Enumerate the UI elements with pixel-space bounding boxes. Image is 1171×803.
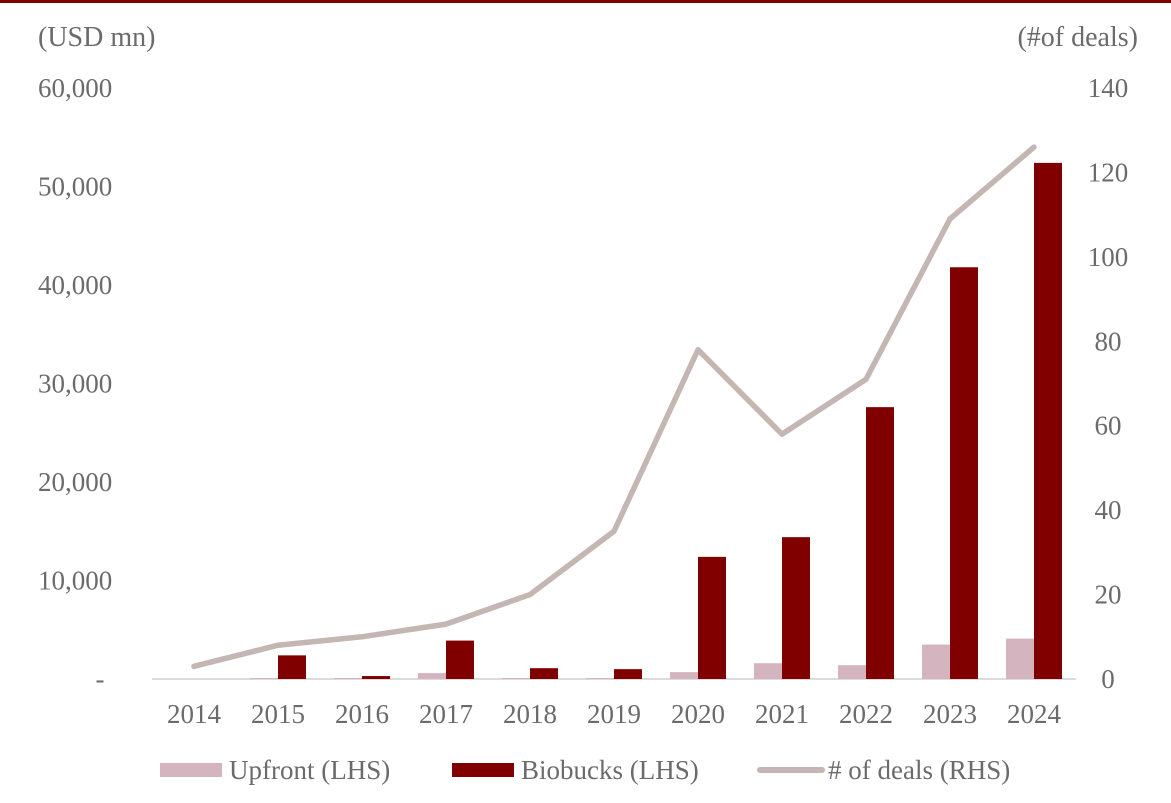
right-tick-label: 80 bbox=[1095, 326, 1122, 356]
upfront-bar bbox=[922, 644, 950, 679]
biobucks-bar bbox=[698, 556, 726, 679]
upfront-bar bbox=[838, 665, 866, 679]
left-tick-label: 20,000 bbox=[38, 467, 112, 497]
biobucks-bar bbox=[782, 537, 810, 679]
left-axis-ticks: - 10,000 20,000 30,000 40,000 50,000 60,000 bbox=[38, 73, 112, 694]
legend: Upfront (LHS) Biobucks (LHS) # of deals (R… bbox=[160, 755, 1010, 785]
biobucks-bar bbox=[530, 668, 558, 679]
x-tick-label: 2014 bbox=[167, 699, 222, 729]
upfront-bar bbox=[334, 678, 362, 679]
legend-label-biobucks: Biobucks (LHS) bbox=[521, 755, 699, 785]
x-tick-label: 2022 bbox=[839, 699, 893, 729]
x-tick-label: 2017 bbox=[419, 699, 473, 729]
right-tick-label: 140 bbox=[1088, 73, 1129, 103]
right-axis-ticks: 0 20 40 60 80 100 120 140 bbox=[1088, 73, 1129, 694]
top-rule bbox=[0, 0, 1171, 3]
right-tick-label: 60 bbox=[1095, 411, 1122, 441]
upfront-bar bbox=[670, 672, 698, 679]
legend-label-upfront: Upfront (LHS) bbox=[229, 755, 390, 785]
upfront-bar bbox=[1006, 638, 1034, 679]
x-tick-label: 2018 bbox=[503, 699, 557, 729]
x-tick-label: 2021 bbox=[755, 699, 809, 729]
biobucks-bar bbox=[362, 676, 390, 679]
x-axis-ticks: 2014 2015 2016 2017 2018 2019 2020 2021 2022 2023… bbox=[167, 699, 1062, 729]
biobucks-bar bbox=[614, 669, 642, 679]
upfront-bar bbox=[754, 663, 782, 679]
upfront-bar bbox=[250, 678, 278, 679]
x-tick-label: 2016 bbox=[335, 699, 389, 729]
biobucks-bar bbox=[446, 640, 474, 679]
upfront-bar bbox=[502, 678, 530, 679]
left-unit-label: (USD mn) bbox=[38, 22, 155, 53]
bars bbox=[250, 162, 1062, 680]
right-tick-label: 120 bbox=[1088, 157, 1129, 187]
left-tick-label: - bbox=[96, 664, 105, 694]
x-tick-label: 2020 bbox=[671, 699, 725, 729]
biobucks-bar bbox=[278, 655, 306, 679]
x-tick-label: 2015 bbox=[251, 699, 305, 729]
x-tick-label: 2024 bbox=[1007, 699, 1062, 729]
legend-label-deals: # of deals (RHS) bbox=[828, 755, 1010, 785]
left-tick-label: 30,000 bbox=[38, 369, 112, 399]
legend-swatch-upfront bbox=[160, 763, 222, 777]
x-tick-label: 2019 bbox=[587, 699, 641, 729]
right-tick-label: 40 bbox=[1095, 495, 1122, 525]
upfront-bar bbox=[586, 678, 614, 679]
right-tick-label: 20 bbox=[1095, 580, 1122, 610]
right-tick-label: 100 bbox=[1088, 242, 1129, 272]
upfront-bar bbox=[418, 673, 446, 679]
left-tick-label: 50,000 bbox=[38, 172, 112, 202]
left-tick-label: 10,000 bbox=[38, 566, 112, 596]
left-tick-label: 60,000 bbox=[38, 73, 112, 103]
legend-swatch-biobucks bbox=[452, 763, 514, 777]
deals-line-group bbox=[191, 144, 1037, 670]
x-tick-label: 2023 bbox=[923, 699, 977, 729]
right-tick-label: 0 bbox=[1101, 664, 1115, 694]
right-unit-label: (#of deals) bbox=[1017, 22, 1138, 53]
biobucks-bar bbox=[866, 407, 894, 679]
biobucks-bar bbox=[950, 267, 978, 679]
biobucks-bar bbox=[1034, 162, 1062, 680]
deals-line bbox=[191, 144, 1037, 670]
left-tick-label: 40,000 bbox=[38, 270, 112, 300]
